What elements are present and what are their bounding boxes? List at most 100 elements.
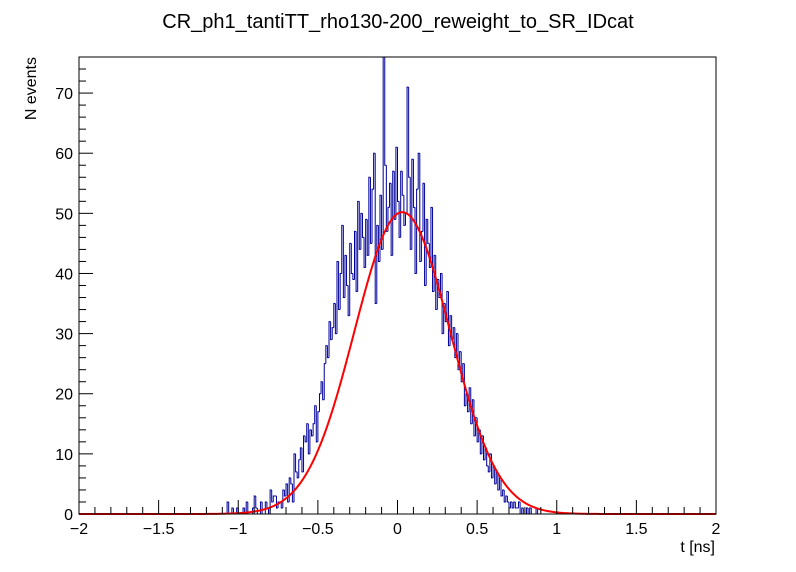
x-tick-label: −2 (70, 521, 88, 538)
histogram-bin (486, 447, 489, 467)
histogram-bin (381, 195, 384, 250)
histogram-bin (502, 489, 505, 496)
histogram-bin (401, 171, 404, 196)
histogram-bin (368, 176, 371, 256)
histogram-bin (449, 315, 452, 346)
histogram-bin (397, 147, 400, 202)
histogram-bin (285, 483, 288, 496)
y-tick-label: 20 (55, 387, 73, 404)
histogram-bin (255, 495, 258, 509)
histogram-bin (387, 206, 390, 232)
histogram-bin (400, 170, 403, 238)
histogram-bin (460, 351, 463, 383)
histogram-bin (366, 219, 369, 256)
histogram-bin (513, 501, 516, 508)
histogram-bin (420, 230, 423, 262)
histogram-bin (344, 254, 347, 298)
histogram-bin (440, 272, 443, 298)
histogram-bin (500, 477, 503, 497)
histogram-bin (320, 381, 323, 394)
histogram-bin (333, 303, 336, 328)
y-tick-label: 60 (55, 146, 73, 163)
histogram-bin (293, 453, 296, 502)
histogram-bin (275, 495, 279, 509)
histogram-bin (389, 182, 392, 208)
x-axis-title: t [ns] (680, 539, 715, 556)
histogram-bin (379, 194, 382, 262)
histogram-bin (521, 507, 524, 514)
histogram-bin (363, 237, 366, 268)
histogram-bin (446, 291, 449, 322)
histogram-bin (393, 171, 396, 220)
histogram-bin (506, 495, 509, 503)
histogram-bin (390, 183, 393, 256)
histogram-bin (430, 206, 433, 268)
x-tick-label: −1.5 (143, 521, 175, 538)
histogram-bin (505, 495, 508, 502)
histogram-bin (309, 429, 312, 454)
histogram-bin (354, 230, 357, 280)
histogram-bin (452, 327, 455, 340)
x-tick-label: 1 (552, 521, 561, 538)
histogram-bin (374, 153, 377, 305)
histogram-bin (385, 165, 388, 232)
x-tick-label: 2 (712, 521, 721, 538)
histogram-bin (377, 225, 380, 262)
histogram-bin (339, 272, 342, 310)
histogram-bin (312, 423, 315, 436)
histogram-bin (357, 200, 360, 292)
y-tick-label: 0 (64, 507, 73, 524)
histogram-bin (471, 399, 474, 424)
histogram-bin (395, 146, 398, 220)
histogram-bin (291, 483, 294, 503)
y-tick-label: 50 (55, 206, 73, 223)
histogram-bin (433, 254, 436, 292)
histogram-bin (424, 183, 427, 286)
histogram-bin (487, 465, 490, 473)
histogram-bin (473, 399, 476, 437)
histogram-bin (269, 489, 272, 514)
histogram-bin (290, 477, 293, 485)
histogram-bin (280, 501, 283, 509)
histogram-bin (299, 447, 302, 460)
histogram-bin (315, 405, 318, 443)
y-axis-title: N events (23, 57, 40, 120)
histogram-bin (334, 303, 337, 335)
histogram-bin (467, 393, 470, 413)
histogram-bin (435, 255, 438, 311)
histogram-bin (414, 207, 417, 274)
histogram-bin (350, 243, 353, 274)
histogram-bin (349, 242, 352, 316)
histogram-bin (342, 225, 345, 299)
histogram-bin (358, 201, 361, 250)
histogram-bin (296, 471, 299, 479)
histogram-bin (352, 273, 355, 280)
histogram-bin (412, 159, 416, 208)
histogram-bin (253, 495, 256, 508)
histogram-bin (489, 453, 492, 472)
histogram-bin (503, 489, 506, 503)
histogram-bin (301, 447, 304, 473)
histogram-bin (328, 321, 331, 358)
x-tick-label: −1 (229, 521, 247, 538)
histogram-bin (331, 327, 334, 340)
histogram-bin (406, 86, 409, 214)
chart-title: CR_ph1_tantiTT_rho130-200_reweight_to_SR… (162, 11, 634, 33)
histogram-bin (518, 501, 521, 508)
histogram-bin (494, 465, 497, 485)
histogram-bin (287, 483, 290, 503)
histogram-bin (325, 345, 328, 364)
histogram-bin (441, 273, 444, 335)
histogram-bin (236, 507, 239, 514)
y-axis: 0 10 20 30 40 50 60 70 (55, 56, 93, 524)
histogram-bin (432, 207, 435, 293)
histogram-bin (454, 327, 457, 359)
histogram-bin (510, 501, 513, 508)
histogram-bin (436, 278, 439, 310)
histogram-bin (369, 177, 373, 244)
histogram-bin (525, 507, 529, 514)
x-axis: −2 −1.5 −1 −0.5 0 0.5 1 1.5 2 (70, 500, 721, 538)
histogram-bin (330, 321, 333, 341)
histogram-bin (355, 231, 358, 293)
